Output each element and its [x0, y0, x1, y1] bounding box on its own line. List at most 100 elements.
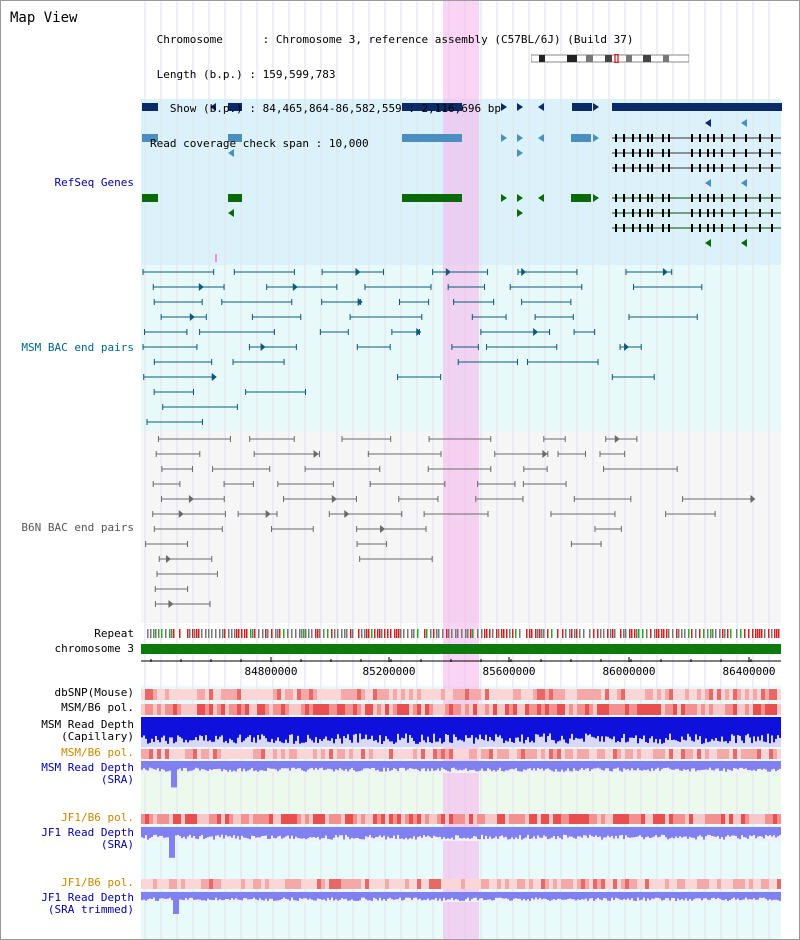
- repeat-block: [224, 629, 226, 638]
- jf1-sra-depth-bar: [687, 827, 689, 839]
- msm-cap-depth-bar: [149, 717, 151, 743]
- jf1-sra-depth-bar: [631, 827, 633, 838]
- jf1-sra-depth-bar: [483, 827, 485, 840]
- jf1-b6-pol-cell: [221, 814, 225, 824]
- msm-sra-depth-bar: [367, 761, 369, 769]
- jf1-b6-pol-cell: [641, 879, 645, 889]
- jf1-b6-pol-cell: [549, 879, 553, 889]
- msm-b6-pol-cell: [569, 749, 573, 759]
- jf1-sra-depth-bar: [733, 827, 735, 836]
- msm-b6-pol-cell: [145, 704, 149, 715]
- jf1-trim-depth-bar: [495, 892, 497, 898]
- jf1-trim-depth-bar: [395, 892, 397, 900]
- msm-cap-depth-bar: [603, 717, 605, 742]
- msm-sra-depth-bar: [679, 761, 681, 771]
- repeat-block: [600, 629, 602, 638]
- msm-b6-pol-cell: [541, 704, 545, 715]
- jf1-sra-depth-bar: [449, 827, 451, 839]
- dbsnp-cell: [317, 689, 321, 700]
- jf1-trim-depth-bar: [165, 892, 167, 899]
- jf1-sra-depth-bar: [167, 827, 169, 838]
- jf1-b6-pol-cell: [353, 879, 357, 889]
- dbsnp-cell: [605, 689, 609, 700]
- msm-bac-arrow: [211, 373, 217, 381]
- repeat-block: [201, 629, 203, 638]
- jf1-b6-pol-cell: [613, 879, 617, 889]
- jf1-trim-depth-bar: [675, 892, 677, 901]
- gene-exon: [623, 209, 625, 217]
- dbsnp-cell: [429, 689, 433, 700]
- dbsnp-cell: [157, 689, 161, 700]
- msm-b6-pol-cell: [309, 704, 313, 715]
- msm-sra-depth-bar: [501, 761, 503, 772]
- gene-exon: [745, 164, 747, 172]
- msm-b6-pol-cell: [597, 749, 601, 759]
- jf1-b6-pol-cell: [401, 879, 405, 889]
- repeat-block: [187, 629, 189, 638]
- msm-cap-depth-bar: [625, 717, 627, 743]
- repeat-block: [271, 629, 273, 638]
- gene-exon: [771, 164, 773, 172]
- msm-b6-pol-cell: [689, 704, 693, 715]
- repeat-block: [715, 629, 717, 638]
- chromosome-ideogram[interactable]: [531, 54, 689, 63]
- dbsnp-cell: [377, 689, 381, 700]
- jf1-b6-pol-cell: [529, 814, 533, 824]
- msm-cap-depth-bar: [193, 717, 195, 740]
- msm-b6-pol-cell: [621, 704, 625, 715]
- jf1-trim-depth-bar: [531, 892, 533, 899]
- msm-sra-depth-bar: [175, 761, 177, 788]
- jf1-sra-depth-bar: [345, 827, 347, 835]
- msm-bac-arrow: [357, 298, 363, 306]
- repeat-block: [752, 629, 754, 638]
- msm-sra-depth-bar: [331, 761, 333, 770]
- msm-sra-depth-bar: [633, 761, 635, 771]
- repeat-block: [279, 629, 281, 638]
- jf1-trim-depth-bar: [149, 892, 151, 899]
- msm-cap-depth-bar: [469, 717, 471, 738]
- axis-tick-label: 84800000: [245, 665, 298, 678]
- msm-b6-pol-cell: [337, 749, 341, 759]
- jf1-b6-pol-cell: [573, 814, 577, 824]
- jf1-b6-pol-cell: [413, 879, 417, 889]
- msm-b6-pol-cell: [365, 704, 369, 715]
- jf1-sra-depth-bar: [681, 827, 683, 838]
- jf1-b6-pol-cell: [181, 879, 185, 889]
- dbsnp-cell: [309, 689, 313, 700]
- msm-sra-depth-bar: [695, 761, 697, 772]
- jf1-trim-depth-bar: [769, 892, 771, 900]
- msm-cap-depth-bar: [531, 717, 533, 741]
- jf1-sra-depth-bar: [327, 827, 329, 839]
- jf1-b6-pol-cell: [277, 879, 281, 889]
- jf1-trim-depth-bar: [607, 892, 609, 901]
- msm-b6-pol-cell: [705, 749, 709, 759]
- repeat-block: [699, 629, 701, 638]
- repeat-block: [503, 629, 505, 638]
- msm-sra-depth-bar: [469, 761, 471, 771]
- msm-b6-pol-cell: [373, 704, 377, 715]
- jf1-trim-depth-bar: [703, 892, 705, 899]
- dbsnp-cell: [665, 689, 669, 700]
- jf1-b6-pol-cell: [585, 814, 589, 824]
- jf1-sra-depth-bar: [141, 827, 143, 838]
- msm-b6-pol-cell: [401, 704, 405, 715]
- msm-b6-pol-cell: [345, 704, 349, 715]
- jf1-sra-depth-bar: [401, 827, 403, 839]
- msm-cap-depth-bar: [509, 717, 511, 739]
- msm-cap-depth-bar: [349, 717, 351, 740]
- jf1-trim-depth-bar: [291, 892, 293, 898]
- jf1-b6-pol-cell: [169, 814, 173, 824]
- repeat-block: [603, 629, 605, 638]
- ideogram-band: [626, 55, 632, 62]
- jf1-sra-depth-bar: [581, 827, 583, 838]
- repeat-block: [341, 629, 343, 638]
- dbsnp-cell: [357, 689, 361, 700]
- label-msm-b6-pol-2: MSM/B6 pol.: [61, 746, 134, 759]
- jf1-b6-pol-cell: [497, 814, 501, 824]
- msm-b6-pol-cell: [369, 704, 373, 715]
- msm-b6-pol-cell: [705, 704, 709, 715]
- msm-sra-depth-bar: [515, 761, 517, 769]
- repeat-block: [327, 629, 329, 638]
- jf1-trim-depth-bar: [193, 892, 195, 900]
